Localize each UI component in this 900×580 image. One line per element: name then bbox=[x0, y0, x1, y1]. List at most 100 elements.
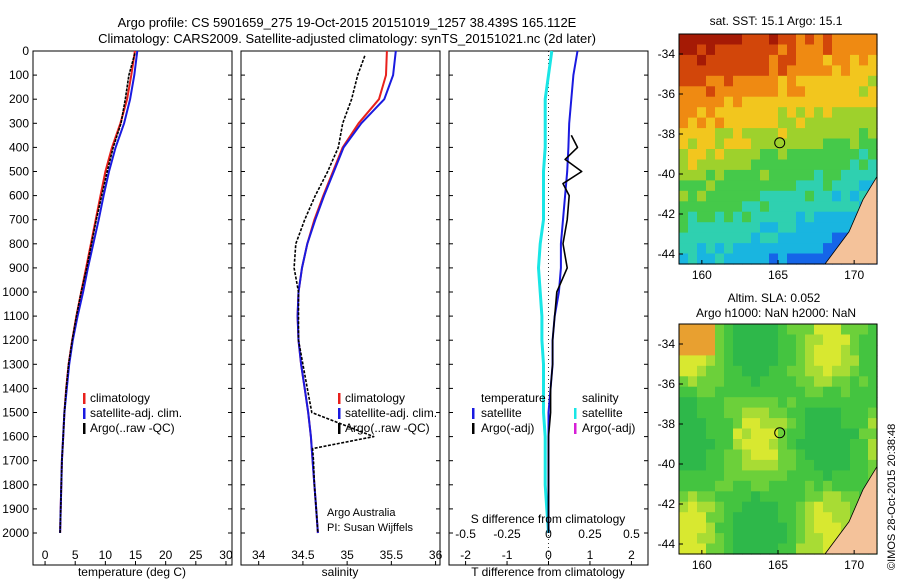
argo-position-marker bbox=[774, 137, 786, 149]
map-cell bbox=[751, 169, 761, 181]
map-cell bbox=[760, 138, 770, 150]
map-cell bbox=[841, 75, 851, 87]
map-cell bbox=[688, 344, 698, 356]
map-cell bbox=[805, 201, 815, 213]
map-cell bbox=[769, 117, 779, 129]
map-cell bbox=[814, 222, 824, 234]
map-cell bbox=[697, 65, 707, 77]
map-cell bbox=[751, 117, 761, 129]
map-cell bbox=[706, 117, 716, 129]
map-cell bbox=[832, 439, 842, 451]
map-cell bbox=[814, 169, 824, 181]
map-cell bbox=[868, 96, 878, 108]
map-cell bbox=[832, 232, 842, 244]
map-cell bbox=[697, 34, 707, 46]
map-cell bbox=[796, 96, 806, 108]
map-cell bbox=[850, 480, 860, 492]
map-cell bbox=[697, 522, 707, 534]
map-cell bbox=[751, 501, 761, 513]
map-cell bbox=[787, 169, 797, 181]
map-cell bbox=[778, 522, 788, 534]
map-cell bbox=[778, 34, 788, 46]
map-cell bbox=[706, 470, 716, 482]
map-cell bbox=[679, 334, 689, 346]
map-cell bbox=[778, 44, 788, 56]
map-cell bbox=[769, 65, 779, 77]
x-tick-label: 34.5 bbox=[291, 548, 315, 562]
map-cell bbox=[679, 512, 689, 524]
map-cell bbox=[715, 34, 725, 46]
map-cell bbox=[769, 501, 779, 513]
map-cell bbox=[787, 344, 797, 356]
map-cell bbox=[697, 138, 707, 150]
y-tick-label: 0 bbox=[22, 44, 29, 58]
map-cell bbox=[769, 138, 779, 150]
map-cell bbox=[751, 180, 761, 192]
difference-xlabel: T difference from climatology bbox=[471, 565, 625, 579]
y-tick-label: 2000 bbox=[2, 526, 29, 540]
map-cell bbox=[679, 54, 689, 66]
map-cell bbox=[859, 86, 869, 98]
map-cell bbox=[706, 501, 716, 513]
map-cell bbox=[841, 190, 851, 202]
map-cell bbox=[733, 355, 743, 367]
map-cell bbox=[679, 324, 689, 336]
map-cell bbox=[859, 439, 869, 451]
map-cell bbox=[742, 34, 752, 46]
map-cell bbox=[796, 253, 806, 265]
map-cell bbox=[742, 470, 752, 482]
map-cell bbox=[706, 397, 716, 409]
map-cell bbox=[706, 128, 716, 140]
map-cell bbox=[679, 344, 689, 356]
map-cell bbox=[760, 376, 770, 388]
map-cell bbox=[688, 324, 698, 336]
map-cell bbox=[706, 44, 716, 56]
map-x-tick-label: 165 bbox=[768, 558, 788, 572]
map-cell bbox=[850, 386, 860, 398]
map-cell bbox=[733, 491, 743, 503]
map-x-tick-label: 160 bbox=[692, 268, 712, 282]
map-cell bbox=[850, 54, 860, 66]
map-cell bbox=[796, 439, 806, 451]
map-cell bbox=[841, 365, 851, 377]
map-cell bbox=[805, 211, 815, 223]
map-cell bbox=[859, 75, 869, 87]
map-cell bbox=[760, 365, 770, 377]
map-cell bbox=[697, 397, 707, 409]
map-cell bbox=[850, 180, 860, 192]
map-cell bbox=[724, 54, 734, 66]
map-cell bbox=[787, 480, 797, 492]
map-cell bbox=[742, 75, 752, 87]
map-cell bbox=[823, 128, 833, 140]
map-cell bbox=[823, 543, 833, 555]
map-cell bbox=[823, 439, 833, 451]
map-cell bbox=[733, 253, 743, 265]
map-cell bbox=[751, 439, 761, 451]
map-y-tick-label: -42 bbox=[658, 497, 676, 511]
map-cell bbox=[823, 222, 833, 234]
map-cell bbox=[805, 501, 815, 513]
map-cell bbox=[688, 169, 698, 181]
map-cell bbox=[832, 449, 842, 461]
map-cell bbox=[679, 169, 689, 181]
map-cell bbox=[733, 211, 743, 223]
map-cell bbox=[706, 169, 716, 181]
map-cell bbox=[787, 211, 797, 223]
map-cell bbox=[814, 201, 824, 213]
map-cell bbox=[778, 418, 788, 430]
map-cell bbox=[724, 522, 734, 534]
map-cell bbox=[832, 180, 842, 192]
map-cell bbox=[715, 54, 725, 66]
map-cell bbox=[778, 491, 788, 503]
map-cell bbox=[769, 159, 779, 171]
map-cell bbox=[823, 449, 833, 461]
y-tick-label: 1400 bbox=[2, 381, 29, 395]
map-cell bbox=[697, 75, 707, 87]
map-cell bbox=[760, 211, 770, 223]
map-cell bbox=[760, 386, 770, 398]
map-cell bbox=[832, 376, 842, 388]
map-cell bbox=[715, 376, 725, 388]
map-cell bbox=[760, 418, 770, 430]
map-cell bbox=[769, 439, 779, 451]
map-cell bbox=[859, 34, 869, 46]
